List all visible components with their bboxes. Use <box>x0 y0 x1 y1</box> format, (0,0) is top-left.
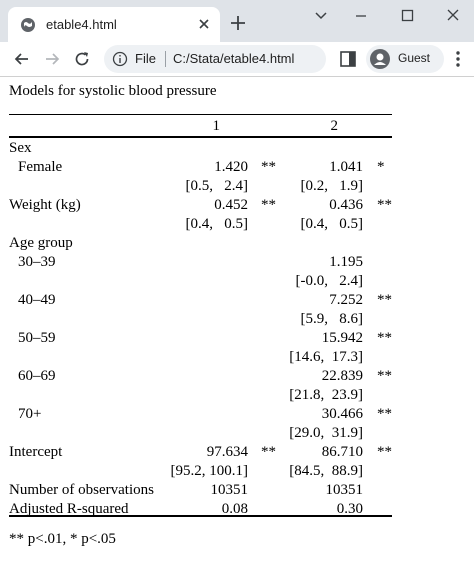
model-2-value: 1.041 <box>329 159 363 175</box>
tab-title: etable4.html <box>46 17 117 32</box>
row-label: Intercept <box>9 444 63 460</box>
model-2-value: 22.839 <box>321 368 363 384</box>
model-2-value: 0.436 <box>329 197 363 213</box>
model-2-value: 1.195 <box>329 254 363 270</box>
model-2-stars: ** <box>377 197 392 213</box>
model-2-value: [21.8, 23.9] <box>289 387 363 403</box>
model-2-value: 0.30 <box>336 501 363 517</box>
forward-arrow-icon[interactable] <box>42 49 62 69</box>
model-2-stars: ** <box>377 292 392 308</box>
tab-strip: etable4.html <box>0 0 474 42</box>
table-caption: Models for systolic blood pressure <box>9 83 217 99</box>
model-2-value: 7.252 <box>329 292 363 308</box>
row-label: Weight (kg) <box>9 197 81 213</box>
maximize-button[interactable] <box>394 6 420 26</box>
omnibox-divider <box>165 51 166 67</box>
model-2-value: [14.6, 17.3] <box>289 349 363 365</box>
model-1-value: [0.4, 0.5] <box>185 216 249 232</box>
table-bottom-rule <box>9 515 392 517</box>
row-label: 50–59 <box>18 330 56 346</box>
model-2-stars: ** <box>377 406 392 422</box>
model-1-value: 10351 <box>210 482 249 498</box>
model-2-value: 86.710 <box>321 444 363 460</box>
new-tab-button[interactable] <box>228 13 248 33</box>
row-label: Female <box>18 159 63 175</box>
chevron-down-icon[interactable] <box>308 6 334 26</box>
reload-icon[interactable] <box>72 49 92 69</box>
column-header-2: 2 <box>330 118 339 134</box>
more-menu-icon[interactable] <box>450 50 466 68</box>
row-label: 70+ <box>18 406 42 422</box>
row-label: Sex <box>9 140 32 156</box>
globe-icon <box>21 18 35 32</box>
close-window-button[interactable] <box>440 6 466 26</box>
tab-etable4[interactable]: etable4.html <box>8 7 220 42</box>
model-2-value: [29.0, 31.9] <box>289 425 363 441</box>
url-text[interactable]: C:/Stata/etable4.html <box>173 51 295 66</box>
model-2-value: [84.5, 88.9] <box>289 463 363 479</box>
profile-label: Guest <box>398 51 431 65</box>
back-arrow-icon[interactable] <box>12 49 32 69</box>
model-2-stars: * <box>377 159 385 175</box>
model-2-value: [-0.0, 2.4] <box>295 273 364 289</box>
column-header-1: 1 <box>212 118 221 134</box>
minimize-button[interactable] <box>348 6 374 26</box>
model-1-stars: ** <box>261 197 276 213</box>
table-top-rule <box>9 114 392 115</box>
model-2-value: 30.466 <box>321 406 363 422</box>
model-2-value: [0.2, 1.9] <box>300 178 364 194</box>
model-1-value: 97.634 <box>206 444 248 460</box>
scheme-label: File <box>135 51 156 66</box>
browser-toolbar: File C:/Stata/etable4.html Guest <box>0 42 474 77</box>
model-2-stars: ** <box>377 330 392 346</box>
model-2-value: 10351 <box>325 482 364 498</box>
row-label: Age group <box>9 235 73 251</box>
profile-button[interactable]: Guest <box>366 45 444 73</box>
model-1-stars: ** <box>261 444 276 460</box>
model-2-value: 15.942 <box>321 330 363 346</box>
model-1-value: [95.2, 100.1] <box>170 463 249 479</box>
row-label: 30–39 <box>18 254 56 270</box>
row-label: Number of observations <box>9 482 154 498</box>
side-panel-icon[interactable] <box>339 50 357 68</box>
info-icon[interactable] <box>112 51 128 67</box>
model-2-value: [5.9, 8.6] <box>300 311 364 327</box>
model-1-stars: ** <box>261 159 276 175</box>
avatar-icon <box>370 49 390 69</box>
model-1-value: 0.08 <box>221 501 248 517</box>
row-label: 40–49 <box>18 292 56 308</box>
model-1-value: 1.420 <box>214 159 248 175</box>
close-tab-icon[interactable] <box>196 16 212 32</box>
row-label: Adjusted R-squared <box>9 501 129 517</box>
model-2-stars: ** <box>377 444 392 460</box>
address-bar[interactable]: File C:/Stata/etable4.html <box>104 45 326 73</box>
footnote: ** p<.01, * p<.05 <box>9 531 116 547</box>
row-label: 60–69 <box>18 368 56 384</box>
model-1-value: 0.452 <box>214 197 248 213</box>
model-2-value: [0.4, 0.5] <box>300 216 364 232</box>
header-rule <box>9 136 392 138</box>
model-1-value: [0.5, 2.4] <box>185 178 249 194</box>
page-content: Models for systolic blood pressure 1 2 S… <box>0 77 474 564</box>
model-2-stars: ** <box>377 368 392 384</box>
